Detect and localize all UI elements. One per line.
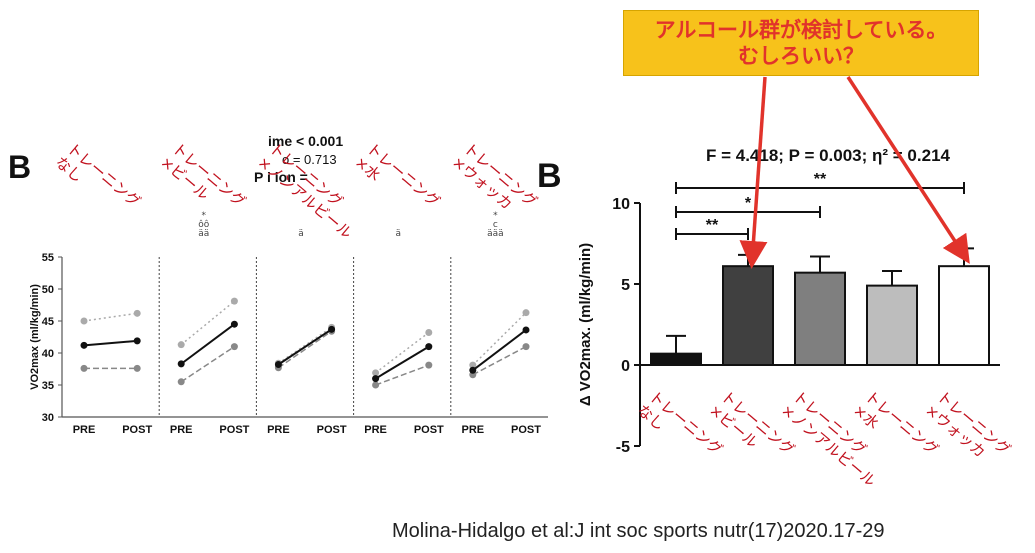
callout-line-1: アルコール群が検討している。 — [654, 18, 948, 42]
left-x-tick-post: POST — [219, 424, 249, 436]
left-point-lower-post — [133, 364, 141, 372]
left-significance-mark: * — [493, 211, 498, 221]
left-significance-mark: ä — [395, 229, 401, 239]
left-significance-mark: c — [493, 220, 498, 230]
left-point-mean-pre — [177, 360, 185, 368]
left-point-lower-post — [522, 343, 530, 351]
left-series-line-mean — [180, 323, 235, 365]
left-y-tick-label: 55 — [42, 252, 54, 264]
arrow-to-vodka-bar — [846, 76, 970, 264]
left-point-upper-post — [425, 329, 433, 337]
right-category-label-5: トレーニング×ウォッカ — [922, 387, 1014, 472]
left-x-tick-pre: PRE — [364, 424, 387, 436]
callout-line-2: むしろいい？ — [738, 44, 864, 68]
left-header-line-2: o = 0.713 — [282, 152, 337, 167]
left-x-tick-post: POST — [317, 424, 347, 436]
right-bar-chart: B F = 4.418; P = 0.003; η² = 0.214 -5 0 5 10 Δ… — [537, 146, 1014, 490]
left-series-line-upper — [375, 331, 430, 374]
left-series-line-mean — [375, 345, 430, 380]
left-point-mean-post — [230, 320, 238, 328]
left-panel-label: B — [8, 149, 31, 185]
left-y-tick-label: 40 — [42, 348, 54, 360]
left-x-tick-post: POST — [122, 424, 152, 436]
left-x-tick-pre: PRE — [73, 424, 96, 436]
right-bar-5 — [938, 265, 990, 366]
left-point-mean-post — [522, 326, 530, 334]
left-y-tick-label: 50 — [42, 284, 54, 296]
left-line-chart: B 30 35 40 45 50 55 VO2max (ml/kg/min) ime < 0.0… — [8, 133, 548, 436]
right-chart-title: F = 4.418; P = 0.003; η² = 0.214 — [706, 146, 951, 165]
left-point-mean-pre — [80, 341, 88, 349]
citation: Molina-Hidalgo et al:J int soc sports nu… — [392, 520, 885, 542]
right-y-tick-label: 5 — [621, 277, 630, 294]
left-point-mean-post — [425, 343, 433, 351]
left-point-upper-post — [230, 297, 238, 305]
left-point-upper-pre — [372, 369, 380, 377]
left-significance-mark: * — [202, 211, 207, 221]
left-point-mean-pre — [469, 366, 477, 374]
left-point-upper-pre — [469, 361, 477, 369]
left-x-tick-post: POST — [414, 424, 444, 436]
left-series-line-upper — [83, 312, 138, 322]
left-series-line-upper — [277, 326, 333, 364]
left-point-lower-post — [230, 343, 238, 351]
left-y-tick-label: 30 — [42, 412, 54, 424]
left-point-mean-pre — [274, 361, 282, 369]
left-series-line-mean — [472, 329, 527, 372]
right-category-label-4: トレーニング×水 — [850, 387, 942, 472]
left-series-line-mean — [277, 328, 333, 366]
left-series-line-lower — [277, 330, 333, 369]
left-series-line-lower — [472, 345, 527, 376]
left-point-lower-pre — [80, 364, 88, 372]
right-bar-4 — [866, 284, 918, 366]
left-series-line-lower — [180, 345, 235, 383]
left-x-tick-pre: PRE — [461, 424, 484, 436]
right-bar-2 — [722, 265, 774, 366]
left-point-lower-pre — [177, 378, 185, 386]
left-significance-mark: äää — [487, 229, 504, 239]
left-series-line-mean — [83, 339, 138, 347]
left-group-label-4: トレーニング×水 — [351, 139, 443, 224]
left-significance-mark: ôô — [198, 219, 210, 230]
left-y-axis-label: VO2max (ml/kg/min) — [29, 284, 41, 390]
left-significance-mark: ää — [198, 229, 209, 239]
right-bar-3 — [794, 271, 846, 366]
callout-box: アルコール群が検討している。 むしろいい？ — [623, 10, 979, 76]
left-series-line-lower — [375, 364, 430, 386]
right-significance-label: * — [745, 195, 752, 212]
left-y-tick-label: 35 — [42, 380, 54, 392]
arrow-to-beer-bar — [739, 76, 768, 269]
callout-arrows — [739, 76, 970, 269]
left-point-upper-pre — [177, 341, 185, 349]
left-point-mean-pre — [372, 375, 380, 383]
right-y-tick-label: -5 — [616, 439, 630, 456]
left-significance-mark: ä — [298, 229, 304, 239]
left-group-label-1: トレーニングなし — [52, 139, 144, 224]
left-series-line-upper — [472, 312, 527, 366]
left-header-line-1: ime < 0.001 — [268, 133, 343, 149]
left-x-tick-post: POST — [511, 424, 541, 436]
left-series-line-upper — [180, 300, 235, 346]
left-x-tick-pre: PRE — [267, 424, 290, 436]
right-category-label-2: トレーニング×ビール — [706, 387, 798, 472]
right-y-tick-label: 10 — [612, 196, 630, 213]
right-category-label-1: トレーニングなし — [634, 387, 726, 472]
right-bar-1 — [650, 352, 702, 367]
left-point-mean-post — [133, 337, 141, 345]
right-y-axis-label: Δ VO2max. (ml/kg/min) — [577, 243, 594, 406]
left-x-tick-pre: PRE — [170, 424, 193, 436]
right-significance-label: ** — [814, 171, 827, 188]
left-point-lower-pre — [372, 381, 380, 389]
left-y-tick-label: 45 — [42, 316, 54, 328]
left-point-lower-post — [425, 361, 433, 369]
right-significance-label: ** — [706, 217, 719, 234]
left-header-line-3: P i ion = — [254, 169, 308, 185]
right-y-tick-label: 0 — [621, 358, 630, 375]
left-point-upper-pre — [80, 317, 88, 325]
left-point-upper-post — [522, 309, 530, 317]
right-panel-label: B — [537, 157, 562, 195]
left-point-mean-post — [328, 325, 336, 333]
left-point-upper-post — [133, 309, 141, 317]
